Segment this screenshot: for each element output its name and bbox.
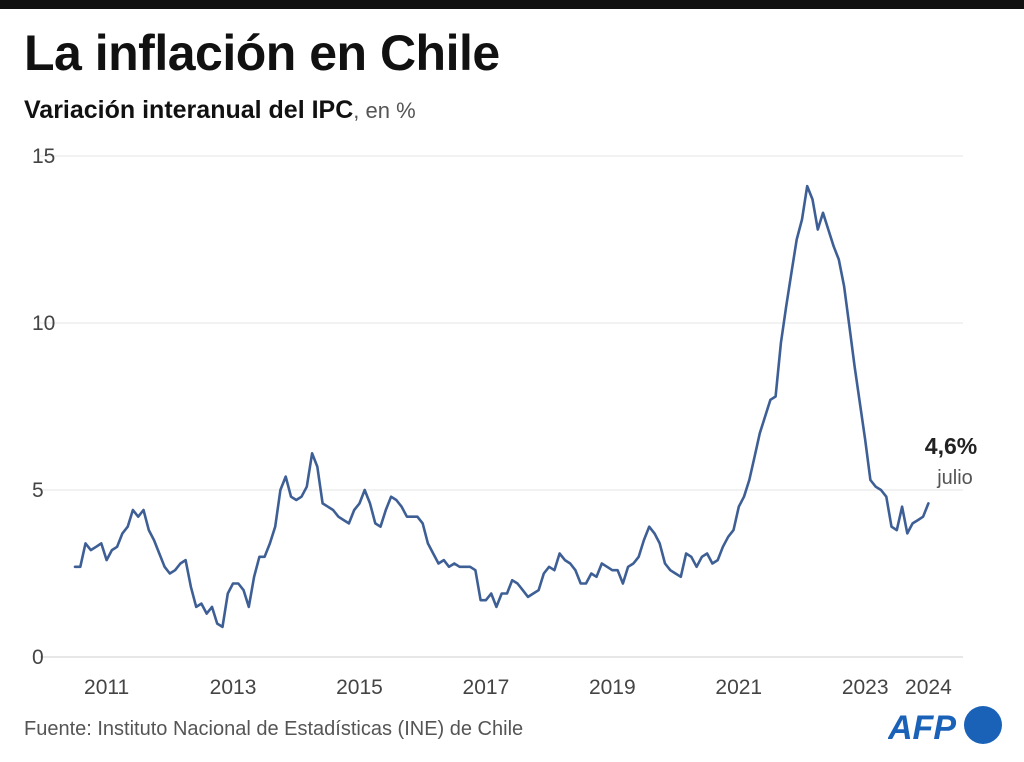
afp-logo: AFP: [888, 706, 1002, 746]
x-tick-label: 2019: [589, 676, 636, 699]
y-tick-label: 0: [32, 646, 44, 669]
x-tick-label: 2015: [336, 676, 383, 699]
x-tick-label: 2013: [210, 676, 257, 699]
annotation-month-label: julio: [936, 467, 973, 489]
y-tick-label: 10: [32, 312, 55, 335]
y-tick-label: 5: [32, 479, 44, 502]
page-title: La inflación en Chile: [24, 25, 500, 81]
top-accent-bar: [0, 0, 1024, 9]
afp-logo-text: AFP: [888, 709, 956, 746]
x-tick-label: 2011: [84, 676, 129, 699]
afp-logo-circle-icon: [964, 706, 1002, 744]
chart-subtitle: Variación interanual del IPC, en %: [24, 96, 416, 125]
x-tick-label: 2021: [715, 676, 762, 699]
x-tick-label: 2024: [905, 676, 952, 699]
series-line-ipc: [73, 184, 930, 629]
subtitle-main: Variación interanual del IPC: [24, 96, 354, 124]
y-tick-label: 15: [32, 145, 55, 168]
grid-lines: [40, 155, 963, 658]
annotation-value-label: 4,6%: [925, 433, 977, 459]
subtitle-unit: , en %: [353, 98, 416, 123]
x-tick-label: 2017: [463, 676, 510, 699]
y-axis-tick-labels: 0 5 10 15: [32, 145, 55, 669]
source-note: Fuente: Instituto Nacional de Estadístic…: [24, 718, 524, 740]
x-tick-label: 2023: [842, 676, 889, 699]
x-axis-tick-labels: 2011 2013 2015 2017 2019 2021 2023 2024: [84, 676, 952, 699]
